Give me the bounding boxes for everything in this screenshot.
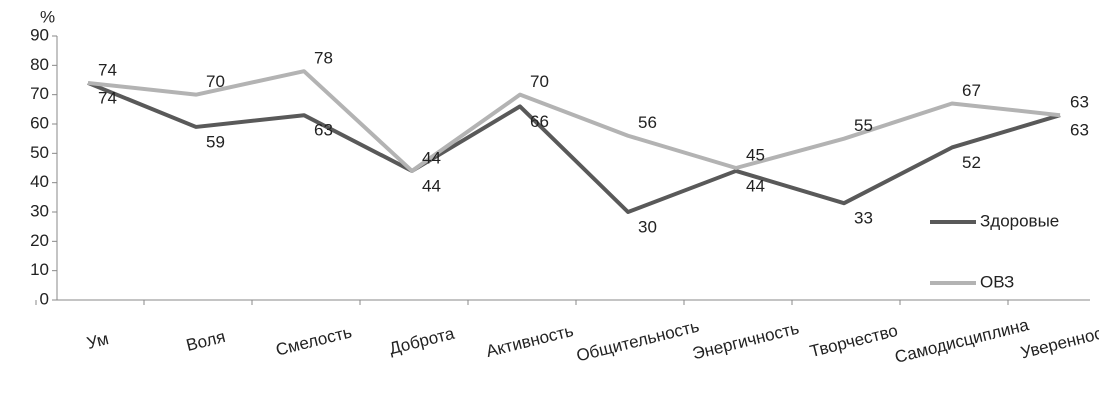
data-label: 63 — [314, 121, 333, 140]
data-label: 56 — [638, 113, 657, 132]
y-tick-label: 70 — [30, 84, 49, 103]
data-label: 44 — [422, 148, 441, 167]
data-label: 66 — [530, 112, 549, 131]
x-tick-label: Смелость — [274, 322, 354, 359]
data-label: 45 — [746, 145, 765, 164]
x-tick-label: Ум — [85, 329, 111, 353]
y-tick-label: 40 — [30, 172, 49, 191]
data-label: 44 — [746, 176, 765, 195]
y-tick-label: 0 — [40, 289, 49, 308]
x-tick-label: Творчество — [808, 321, 900, 361]
data-label: 74 — [98, 88, 117, 107]
legend-label: Здоровые — [980, 211, 1059, 230]
data-label: 63 — [1070, 121, 1089, 140]
data-label: 74 — [98, 60, 117, 79]
y-tick-label: 90 — [30, 25, 49, 44]
y-tick-label: 20 — [30, 231, 49, 250]
y-unit-label: % — [40, 7, 55, 26]
y-tick-label: 50 — [30, 143, 49, 162]
y-tick-label: 30 — [30, 201, 49, 220]
data-label: 33 — [854, 209, 873, 228]
x-tick-label: Активность — [484, 321, 575, 361]
x-tick-label: Воля — [184, 327, 227, 355]
data-label: 70 — [206, 72, 225, 91]
x-tick-label: Уверенность — [1019, 320, 1099, 363]
x-tick-label: Доброта — [387, 324, 457, 359]
series-line — [87, 69, 1061, 173]
x-tick-label: Энергичность — [691, 319, 802, 364]
x-tick-label: Общительность — [574, 317, 701, 366]
y-tick-label: 80 — [30, 55, 49, 74]
y-tick-label: 10 — [30, 260, 49, 279]
data-label: 59 — [206, 132, 225, 151]
data-label: 63 — [1070, 93, 1089, 112]
data-label: 44 — [422, 176, 441, 195]
data-label: 70 — [530, 72, 549, 91]
data-label: 67 — [962, 81, 981, 100]
data-label: 78 — [314, 49, 333, 68]
data-label: 55 — [854, 116, 873, 135]
y-tick-label: 60 — [30, 113, 49, 132]
data-label: 52 — [962, 153, 981, 172]
series-line — [87, 81, 1061, 214]
legend-label: ОВЗ — [980, 272, 1014, 291]
data-label: 30 — [638, 217, 657, 236]
x-tick-label: Самодисциплина — [893, 315, 1031, 367]
